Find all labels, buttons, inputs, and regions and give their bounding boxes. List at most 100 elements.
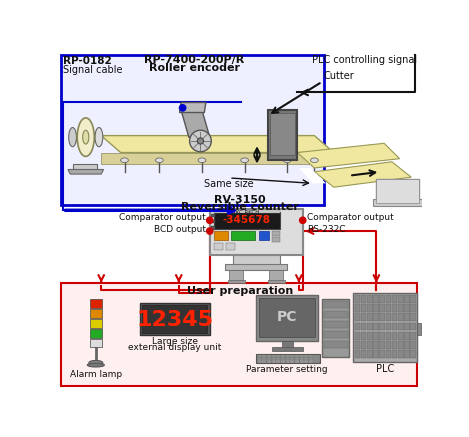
Bar <box>367 350 372 358</box>
Bar <box>398 323 403 330</box>
Bar <box>379 350 385 358</box>
Bar <box>267 355 271 357</box>
Bar <box>210 209 303 255</box>
Bar <box>259 298 315 336</box>
Text: RP-0182: RP-0182 <box>62 56 111 66</box>
Bar <box>213 231 227 240</box>
Bar <box>392 304 397 312</box>
Bar <box>263 361 266 363</box>
Bar <box>90 299 102 308</box>
Bar <box>398 341 403 349</box>
Bar <box>300 355 303 357</box>
Bar <box>258 231 269 240</box>
Bar <box>90 319 102 328</box>
Ellipse shape <box>198 158 206 163</box>
Bar <box>392 341 397 349</box>
Bar <box>309 361 313 363</box>
Bar <box>272 358 276 360</box>
Bar <box>90 329 102 338</box>
Bar <box>286 361 289 363</box>
Text: Cutter: Cutter <box>324 70 355 80</box>
Bar <box>404 350 410 358</box>
Bar <box>386 332 391 340</box>
Bar <box>267 358 271 360</box>
Bar <box>361 323 366 330</box>
Bar <box>398 332 403 340</box>
Bar <box>263 358 266 360</box>
Bar <box>61 55 325 205</box>
Bar <box>361 313 366 321</box>
Bar <box>398 350 403 358</box>
Ellipse shape <box>95 128 103 147</box>
Bar <box>256 295 318 341</box>
Polygon shape <box>101 135 334 153</box>
Bar <box>379 313 385 321</box>
Bar <box>61 284 417 386</box>
Bar <box>213 212 280 229</box>
Polygon shape <box>181 110 210 137</box>
Bar <box>304 358 308 360</box>
Text: RP-7400-200P/R: RP-7400-200P/R <box>144 55 244 65</box>
Bar <box>268 110 297 160</box>
Text: Large size: Large size <box>152 336 198 346</box>
Bar <box>212 214 215 217</box>
Bar <box>272 231 280 236</box>
Bar <box>361 304 366 312</box>
Polygon shape <box>297 143 400 168</box>
Bar <box>290 355 294 357</box>
Bar <box>290 361 294 363</box>
Bar <box>392 313 397 321</box>
Bar <box>304 355 308 357</box>
Ellipse shape <box>197 138 204 144</box>
Bar <box>272 355 276 357</box>
Text: RV-3150: RV-3150 <box>214 195 266 205</box>
Bar <box>386 304 391 312</box>
Bar <box>355 323 360 330</box>
Bar <box>410 332 416 340</box>
Bar <box>373 341 378 349</box>
Bar <box>140 303 210 335</box>
Bar <box>361 341 366 349</box>
Bar <box>268 280 285 284</box>
Text: BCD output: BCD output <box>154 225 206 234</box>
Bar <box>355 313 360 321</box>
Bar <box>361 350 366 358</box>
Ellipse shape <box>241 158 249 163</box>
Bar <box>410 304 416 312</box>
Bar <box>304 361 308 363</box>
Bar <box>355 341 360 349</box>
Bar <box>233 255 280 267</box>
Bar <box>361 295 366 303</box>
Polygon shape <box>101 153 314 164</box>
Polygon shape <box>68 170 104 174</box>
Bar <box>258 358 262 360</box>
Bar <box>416 323 421 335</box>
Bar <box>324 341 348 348</box>
Circle shape <box>299 216 307 224</box>
Bar <box>212 226 215 229</box>
Bar <box>410 323 416 330</box>
Ellipse shape <box>283 158 291 163</box>
Ellipse shape <box>68 128 76 147</box>
Bar <box>379 332 385 340</box>
Bar <box>379 323 385 330</box>
Text: PLC controlling signal: PLC controlling signal <box>312 55 417 65</box>
Bar <box>295 358 299 360</box>
Bar <box>269 271 283 281</box>
Bar <box>373 323 378 330</box>
Bar <box>386 313 391 321</box>
Bar <box>373 313 378 321</box>
Bar <box>276 361 280 363</box>
Bar <box>353 293 416 362</box>
Bar <box>367 313 372 321</box>
Bar <box>367 341 372 349</box>
Bar <box>282 341 293 347</box>
Bar <box>410 313 416 321</box>
Bar <box>386 341 391 349</box>
Bar <box>367 304 372 312</box>
Bar <box>392 350 397 358</box>
Text: Signal cable: Signal cable <box>62 65 122 75</box>
Bar <box>212 220 215 223</box>
Bar <box>322 299 349 357</box>
Bar <box>309 358 313 360</box>
